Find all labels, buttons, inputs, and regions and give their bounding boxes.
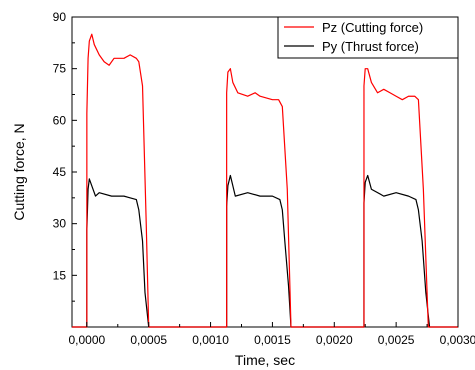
y-tick-label: 45 <box>53 165 67 179</box>
legend-label-py: Py (Thrust force) <box>322 39 419 54</box>
y-axis-title: Cutting force, N <box>11 123 27 220</box>
plot-frame <box>71 16 459 328</box>
y-tick-label: 30 <box>53 217 67 231</box>
x-tick-label: 0,0000 <box>68 333 105 347</box>
x-tick-labels: 0,0000 0,0005 0,0010 0,0015 0,0020 0,0025 0,00… <box>68 333 475 347</box>
y-tick-label: 60 <box>53 113 67 127</box>
x-tick-label: 0,0015 <box>254 333 291 347</box>
tick-layer <box>72 16 459 327</box>
legend: Pz (Cutting force) Py (Thrust force) <box>277 16 459 59</box>
series-line-py <box>72 174 458 328</box>
legend-box <box>277 16 459 59</box>
legend-label-pz: Pz (Cutting force) <box>322 20 423 35</box>
y-tick-label: 75 <box>53 62 67 76</box>
x-axis-title: Time, sec <box>235 352 295 368</box>
x-tick-label: 0,0025 <box>378 333 415 347</box>
series-layer <box>72 33 458 328</box>
y-tick-label: 15 <box>53 268 67 282</box>
y-tick-label: 90 <box>53 10 67 24</box>
series-line-pz <box>72 33 458 328</box>
x-tick-label: 0,0030 <box>440 333 475 347</box>
y-tick-labels: 15 30 45 60 75 90 <box>53 10 67 282</box>
x-tick-label: 0,0020 <box>316 333 353 347</box>
x-tick-label: 0,0010 <box>192 333 229 347</box>
x-tick-label: 0,0005 <box>130 333 167 347</box>
